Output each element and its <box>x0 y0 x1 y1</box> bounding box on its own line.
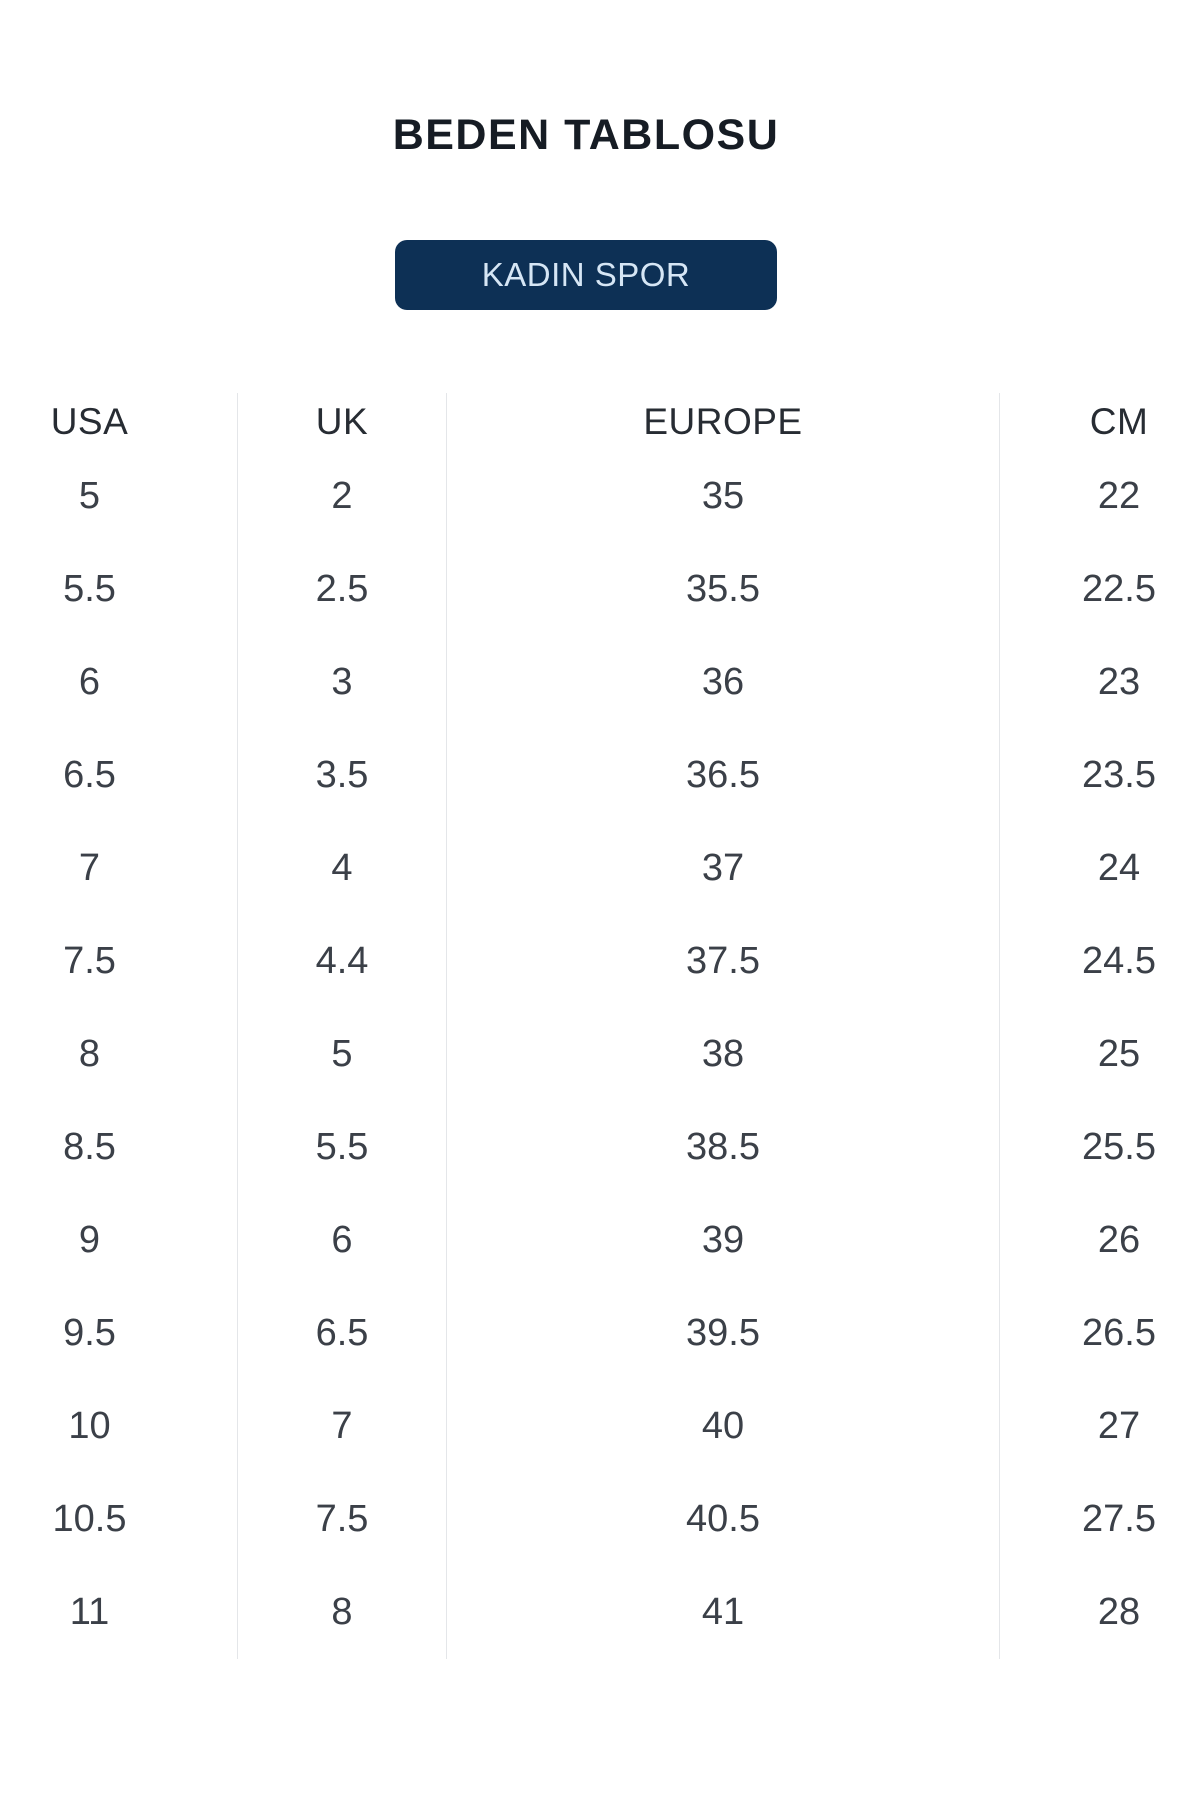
category-button-kadin-spor[interactable]: KADIN SPOR <box>395 240 777 310</box>
size-value-cm: 28 <box>1097 1591 1141 1633</box>
size-value-uk: 7.5 <box>238 1473 447 1566</box>
size-table: USA UK EUROPE CM 5 2 35 22 5.5 2.5 35.5 22.5 6 3 36 23… <box>0 393 1200 1659</box>
size-value-usa: 6.5 <box>0 729 238 822</box>
size-value-cm: 22.5 <box>1082 568 1156 610</box>
size-value-uk: 2 <box>238 450 447 543</box>
size-value-cm: 27 <box>1097 1405 1141 1447</box>
size-value-uk: 4.4 <box>238 915 447 1008</box>
size-value-cm: 26.5 <box>1082 1312 1156 1354</box>
size-value-europe: 41 <box>447 1566 1000 1659</box>
table-row: 10 7 40 27 <box>0 1380 1200 1473</box>
size-value-usa: 7.5 <box>0 915 238 1008</box>
size-value-cm: 23.5 <box>1082 754 1156 796</box>
size-value-usa: 5 <box>0 450 238 543</box>
size-value-europe: 38 <box>447 1008 1000 1101</box>
table-row: 8 5 38 25 <box>0 1008 1200 1101</box>
size-value-uk: 8 <box>238 1566 447 1659</box>
size-value-usa: 9.5 <box>0 1287 238 1380</box>
column-header-cm: CM <box>1089 400 1149 442</box>
table-row: 5 2 35 22 <box>0 450 1200 543</box>
size-value-uk: 3 <box>238 636 447 729</box>
size-value-usa: 10.5 <box>0 1473 238 1566</box>
size-value-europe: 37 <box>447 822 1000 915</box>
size-value-usa: 7 <box>0 822 238 915</box>
size-value-usa: 6 <box>0 636 238 729</box>
size-value-uk: 3.5 <box>238 729 447 822</box>
size-value-cm: 24 <box>1097 847 1141 889</box>
size-value-europe: 36 <box>447 636 1000 729</box>
table-row: 9 6 39 26 <box>0 1194 1200 1287</box>
table-row: 10.5 7.5 40.5 27.5 <box>0 1473 1200 1566</box>
page-title: BEDEN TABLOSU <box>392 111 780 159</box>
size-value-uk: 5.5 <box>238 1101 447 1194</box>
size-value-usa: 8.5 <box>0 1101 238 1194</box>
size-value-uk: 6 <box>238 1194 447 1287</box>
size-value-uk: 2.5 <box>238 543 447 636</box>
size-value-uk: 4 <box>238 822 447 915</box>
size-value-uk: 7 <box>238 1380 447 1473</box>
size-value-europe: 39 <box>447 1194 1000 1287</box>
size-value-usa: 9 <box>0 1194 238 1287</box>
size-value-cm: 24.5 <box>1082 940 1156 982</box>
table-row: 11 8 41 28 <box>0 1566 1200 1659</box>
size-value-europe: 38.5 <box>447 1101 1000 1194</box>
table-row: 9.5 6.5 39.5 26.5 <box>0 1287 1200 1380</box>
size-value-usa: 10 <box>0 1380 238 1473</box>
size-value-europe: 37.5 <box>447 915 1000 1008</box>
size-value-cm: 25.5 <box>1082 1126 1156 1168</box>
size-value-europe: 40.5 <box>447 1473 1000 1566</box>
column-header-europe: EUROPE <box>447 393 1000 450</box>
size-value-cm: 27.5 <box>1082 1498 1156 1540</box>
size-value-cm: 25 <box>1097 1033 1141 1075</box>
size-value-europe: 35.5 <box>447 543 1000 636</box>
table-row: 7.5 4.4 37.5 24.5 <box>0 915 1200 1008</box>
column-header-uk: UK <box>238 393 447 450</box>
table-row: 8.5 5.5 38.5 25.5 <box>0 1101 1200 1194</box>
size-value-usa: 8 <box>0 1008 238 1101</box>
table-row: 6.5 3.5 36.5 23.5 <box>0 729 1200 822</box>
table-row: 5.5 2.5 35.5 22.5 <box>0 543 1200 636</box>
size-value-cm: 26 <box>1097 1219 1141 1261</box>
size-value-cm: 23 <box>1097 661 1141 703</box>
table-row: 6 3 36 23 <box>0 636 1200 729</box>
size-table-body: 5 2 35 22 5.5 2.5 35.5 22.5 6 3 36 23 6.5 3.5 36.5 23.5… <box>0 450 1200 1659</box>
size-value-usa: 5.5 <box>0 543 238 636</box>
size-value-uk: 5 <box>238 1008 447 1101</box>
column-header-usa: USA <box>0 393 238 450</box>
size-value-europe: 40 <box>447 1380 1000 1473</box>
size-table-header-row: USA UK EUROPE CM <box>0 393 1200 450</box>
size-value-europe: 39.5 <box>447 1287 1000 1380</box>
size-value-europe: 36.5 <box>447 729 1000 822</box>
size-value-europe: 35 <box>447 450 1000 543</box>
size-value-uk: 6.5 <box>238 1287 447 1380</box>
size-value-cm: 22 <box>1097 475 1141 517</box>
table-row: 7 4 37 24 <box>0 822 1200 915</box>
size-value-usa: 11 <box>0 1566 238 1659</box>
